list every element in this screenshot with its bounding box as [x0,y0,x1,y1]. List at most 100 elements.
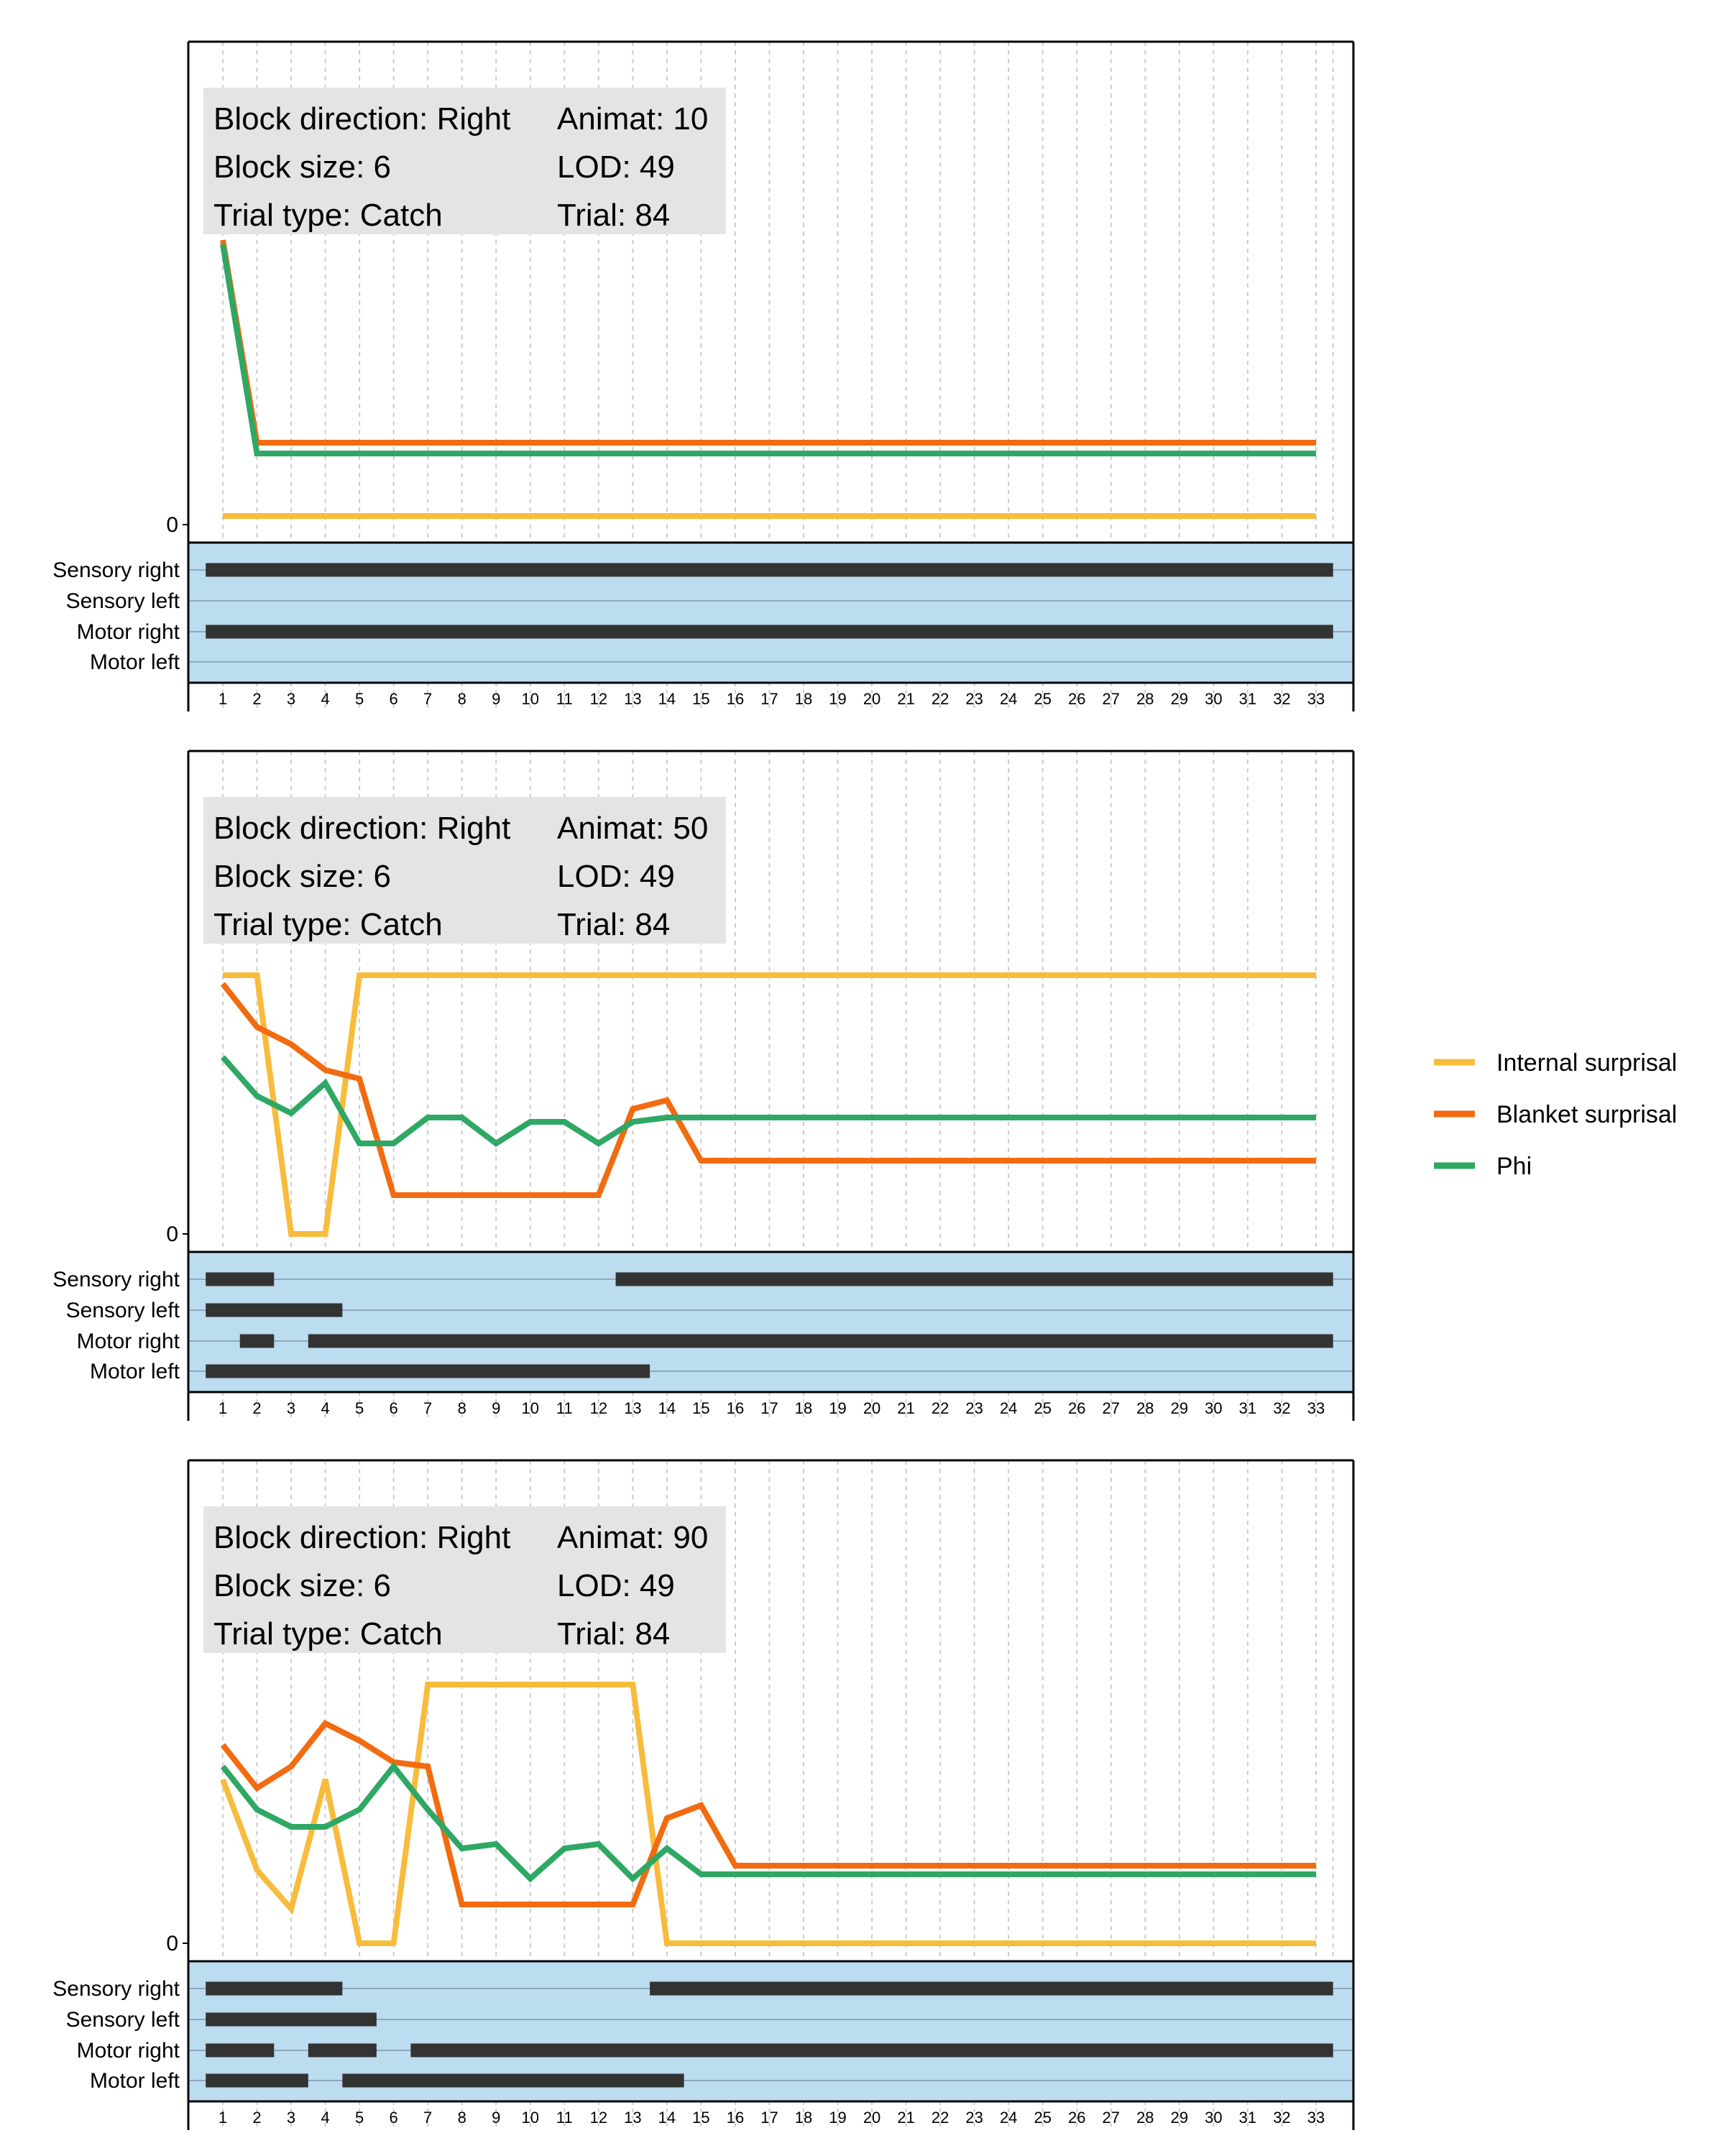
info-label: Block size: 6 [213,859,391,894]
x-tick-label: 6 [390,690,398,708]
state-bar [342,2073,684,2088]
series-line-phi [220,244,1316,456]
x-tick-label: 27 [1103,690,1120,708]
x-tick-label: 21 [897,2109,914,2127]
x-tick-label: 3 [287,690,295,708]
x-tick-label: 20 [863,2109,880,2127]
state-bar [206,1981,343,1996]
state-row-label: Sensory right [52,1977,180,2001]
series-line-blanket [220,1719,1316,1907]
series-line-phi [220,1055,1316,1147]
x-tick-label: 11 [556,690,573,708]
state-row-label: Motor right [77,2039,180,2063]
x-tick-label: 4 [321,2109,329,2127]
state-row-label: Sensory left [66,1299,180,1322]
state-row-label: Sensory left [66,2008,180,2032]
state-row-label: Motor left [90,2069,180,2093]
state-row-label: Motor left [90,650,180,674]
x-tick-label: 25 [1034,690,1051,708]
x-tick-label: 15 [692,690,709,708]
state-bar [650,1981,1333,1996]
x-tick-label: 19 [829,2109,846,2127]
info-label: Block direction: Right [213,811,510,846]
state-bar [615,1272,1333,1286]
info-value: LOD: 49 [557,859,675,894]
x-tick-label: 27 [1103,2109,1120,2127]
state-row-label: Motor right [77,620,180,644]
x-tick-label: 5 [355,690,364,708]
state-bar [206,2043,275,2058]
info-value: Animat: 10 [557,101,708,137]
x-tick-label: 14 [658,1399,676,1417]
x-tick-label: 8 [458,1399,466,1417]
x-tick-label: 26 [1068,1399,1085,1417]
y-zero-label: 0 [166,1932,178,1955]
series-line-blanket [220,982,1316,1198]
info-value: Trial: 84 [557,907,670,942]
x-tick-label: 7 [423,2109,432,2127]
state-bar [206,2073,308,2088]
x-tick-label: 32 [1273,690,1290,708]
x-tick-label: 1 [218,1399,227,1417]
x-tick-label: 24 [1000,690,1017,708]
x-tick-label: 31 [1239,2109,1256,2127]
x-tick-label: 29 [1171,2109,1188,2127]
info-value: LOD: 49 [557,1568,675,1603]
x-tick-label: 17 [760,1399,778,1417]
state-bar [308,1334,1333,1348]
x-tick-label: 3 [287,2109,295,2127]
x-tick-label: 2 [252,690,261,708]
series-line-internal [223,972,1316,1237]
x-tick-label: 20 [863,690,880,708]
x-tick-label: 1 [218,690,227,708]
x-tick-label: 8 [458,2109,466,2127]
x-tick-label: 12 [590,1399,607,1417]
x-tick-label: 14 [658,690,676,708]
x-tick-label: 11 [556,2109,573,2127]
x-tick-label: 18 [795,690,812,708]
x-tick-label: 11 [556,1399,573,1417]
x-tick-label: 30 [1205,2109,1222,2127]
info-label: Block size: 6 [213,149,391,185]
x-tick-label: 9 [492,1399,500,1417]
x-tick-label: 33 [1307,690,1325,708]
x-tick-label: 27 [1103,1399,1120,1417]
state-bar [239,1334,275,1348]
legend-label: Internal surprisal [1496,1049,1677,1077]
x-tick-label: 6 [390,1399,398,1417]
info-label: Trial type: Catch [213,907,443,942]
x-tick-label: 23 [965,2109,983,2127]
x-tick-label: 22 [932,690,949,708]
x-tick-label: 24 [1000,1399,1017,1417]
x-tick-label: 10 [522,690,539,708]
x-tick-label: 25 [1034,2109,1051,2127]
state-bar [206,1364,650,1378]
x-tick-label: 12 [590,690,607,708]
info-box [203,1506,726,1653]
x-tick-label: 15 [692,1399,709,1417]
x-tick-label: 24 [1000,2109,1017,2127]
state-row-label: Motor left [90,1360,180,1383]
state-bar [206,2012,377,2027]
x-tick-label: 19 [829,690,846,708]
x-tick-label: 16 [727,2109,744,2127]
x-tick-label: 20 [863,1399,880,1417]
x-tick-label: 28 [1136,1399,1154,1417]
state-row-label: Sensory left [66,589,180,613]
x-tick-label: 18 [795,2109,812,2127]
state-row-label: Sensory right [52,1268,180,1291]
x-tick-label: 9 [492,2109,500,2127]
x-tick-label: 28 [1136,690,1154,708]
x-tick-label: 19 [829,1399,846,1417]
legend-label: Blanket surprisal [1496,1101,1677,1128]
info-value: Animat: 50 [557,811,708,846]
x-tick-label: 22 [932,2109,949,2127]
y-zero-label: 0 [166,1222,178,1246]
x-tick-label: 31 [1239,690,1256,708]
x-tick-label: 5 [355,2109,364,2127]
info-value: Trial: 84 [557,1616,670,1651]
state-bar [206,625,1333,639]
x-tick-label: 10 [522,1399,539,1417]
info-value: Trial: 84 [557,198,670,233]
state-row-label: Sensory right [52,558,180,582]
